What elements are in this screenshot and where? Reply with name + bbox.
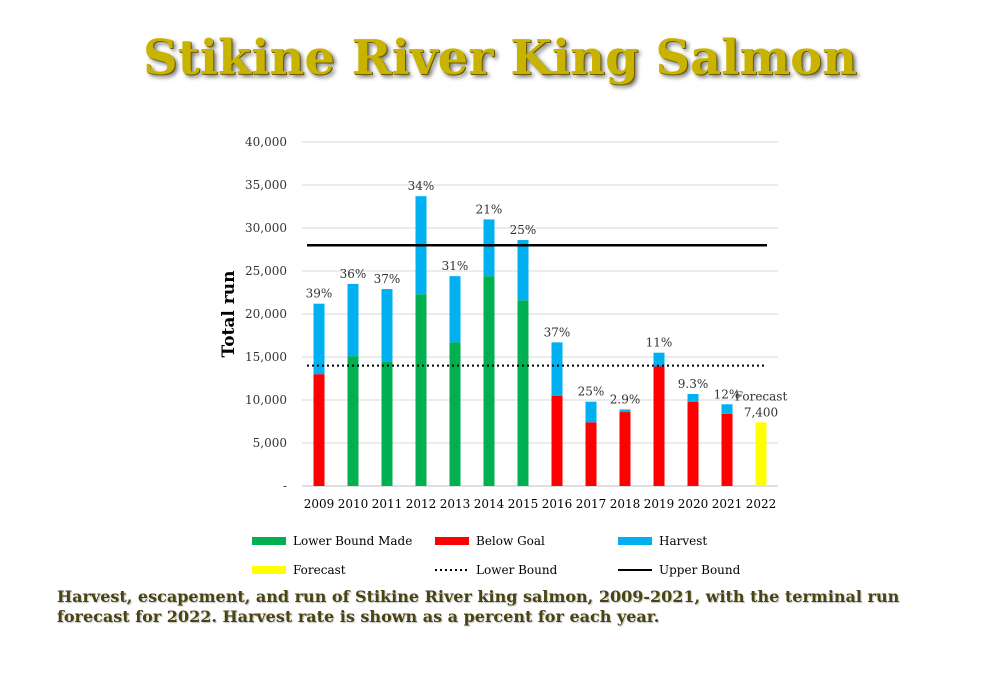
bar-data-label: 37%	[374, 272, 401, 286]
forecast-bar	[755, 422, 767, 486]
escapement-bar	[449, 342, 461, 486]
y-tick-label: -	[283, 479, 287, 493]
x-tick-label: 2009	[304, 497, 335, 511]
legend-label: Harvest	[659, 534, 707, 548]
escapement-bar	[415, 294, 427, 486]
bar-data-label: 2.9%	[610, 392, 641, 406]
y-tick-label: 35,000	[245, 178, 287, 192]
chart-caption: Harvest, escapement, and run of Stikine …	[57, 587, 900, 626]
escapement-bar	[585, 422, 597, 486]
bar-data-label: 21%	[476, 202, 503, 216]
legend-swatch	[252, 566, 286, 574]
x-tick-label: 2012	[406, 497, 437, 511]
legend-swatch	[252, 537, 286, 545]
x-tick-label: 2017	[576, 497, 607, 511]
escapement-bar	[619, 412, 631, 486]
bar-data-label: 7,400	[744, 405, 778, 419]
bar-data-label: 37%	[544, 325, 571, 339]
y-tick-label: 20,000	[245, 307, 287, 321]
y-tick-label: 30,000	[245, 221, 287, 235]
x-tick-label: 2019	[644, 497, 675, 511]
legend-label: Lower Bound	[476, 563, 558, 577]
harvest-bar	[551, 342, 563, 396]
y-tick-label: 5,000	[253, 436, 287, 450]
bar-data-label: 12%	[714, 387, 741, 401]
harvest-bar	[381, 289, 393, 362]
harvest-bar	[347, 283, 359, 357]
harvest-bar	[517, 240, 529, 301]
bar-data-label: 11%	[646, 336, 673, 350]
bar-data-label: 34%	[408, 179, 435, 193]
legend-label: Upper Bound	[659, 563, 741, 577]
bar-data-label: 25%	[510, 223, 537, 237]
legend-swatch	[618, 537, 652, 545]
bar-data-label: 25%	[578, 385, 605, 399]
harvest-bar	[585, 401, 597, 423]
harvest-bar	[653, 352, 665, 367]
x-tick-label: 2020	[678, 497, 709, 511]
harvest-bar	[687, 393, 699, 402]
harvest-bar	[721, 404, 733, 414]
escapement-bar	[551, 395, 563, 486]
legend-swatch	[435, 537, 469, 545]
escapement-bar	[347, 356, 359, 486]
bar-data-label: 39%	[306, 287, 333, 301]
escapement-bar	[483, 276, 495, 486]
bar-data-label: 36%	[340, 267, 367, 281]
bar-data-label: Forecast	[735, 389, 788, 403]
x-tick-label: 2015	[508, 497, 539, 511]
x-tick-label: 2014	[474, 497, 505, 511]
escapement-bar	[381, 361, 393, 486]
x-tick-label: 2016	[542, 497, 573, 511]
escapement-bar	[721, 413, 733, 486]
y-tick-label: 15,000	[245, 350, 287, 364]
x-tick-label: 2022	[746, 497, 777, 511]
legend-label: Below Goal	[476, 534, 545, 548]
x-tick-label: 2018	[610, 497, 641, 511]
x-tick-label: 2011	[372, 497, 403, 511]
harvest-bar	[313, 303, 325, 375]
harvest-bar	[449, 276, 461, 343]
legend-label: Forecast	[293, 563, 346, 577]
legend-label: Lower Bound Made	[293, 534, 412, 548]
y-tick-label: 10,000	[245, 393, 287, 407]
escapement-bar	[687, 401, 699, 486]
escapement-bar	[313, 374, 325, 486]
bar-data-label: 31%	[442, 259, 469, 273]
x-tick-label: 2010	[338, 497, 369, 511]
x-tick-label: 2021	[712, 497, 743, 511]
y-axis-label: Total run	[219, 271, 239, 358]
x-tick-label: 2013	[440, 497, 471, 511]
escapement-bar	[653, 366, 665, 486]
y-tick-label: 25,000	[245, 264, 287, 278]
y-tick-label: 40,000	[245, 135, 287, 149]
harvest-bar	[619, 409, 631, 413]
escapement-bar	[517, 300, 529, 486]
bar-data-label: 9.3%	[678, 377, 709, 391]
chart-title: Stikine River King Salmon	[142, 30, 858, 86]
harvest-bar	[483, 219, 495, 277]
